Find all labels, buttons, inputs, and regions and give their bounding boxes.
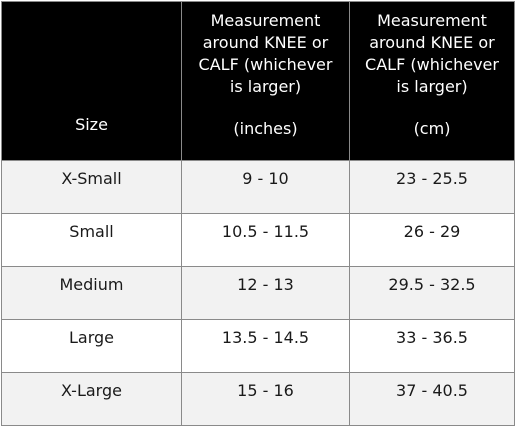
inches-column-header: Measurement around KNEE or CALF (whichev… <box>181 1 350 161</box>
inches-header-line: is larger) <box>229 77 302 96</box>
inches-cell: 9 - 10 <box>181 160 350 214</box>
inches-cell: 12 - 13 <box>181 266 350 320</box>
cm-column-header: Measurement around KNEE or CALF (whichev… <box>349 1 515 161</box>
table-row: X-Small 9 - 10 23 - 25.5 <box>1 160 515 214</box>
inches-unit-label: (inches) <box>233 119 298 138</box>
inches-header-line: around KNEE or <box>202 33 329 52</box>
inches-cell: 10.5 - 11.5 <box>181 213 350 267</box>
table-body: X-Small 9 - 10 23 - 25.5 Small 10.5 - 11… <box>1 160 515 426</box>
size-cell: Medium <box>1 266 182 320</box>
cm-header-line: is larger) <box>396 77 468 96</box>
cm-unit-label: (cm) <box>413 119 451 138</box>
cm-cell: 37 - 40.5 <box>349 372 515 426</box>
cm-cell: 29.5 - 32.5 <box>349 266 515 320</box>
table-row: Large 13.5 - 14.5 33 - 36.5 <box>1 319 515 373</box>
cm-header-line: CALF (whichever <box>365 55 499 74</box>
inches-cell: 13.5 - 14.5 <box>181 319 350 373</box>
inches-cell: 15 - 16 <box>181 372 350 426</box>
size-cell: X-Large <box>1 372 182 426</box>
cm-cell: 33 - 36.5 <box>349 319 515 373</box>
table-row: Medium 12 - 13 29.5 - 32.5 <box>1 266 515 320</box>
size-cell: Small <box>1 213 182 267</box>
table-header: Size Measurement around KNEE or CALF (wh… <box>1 1 515 161</box>
size-cell: Large <box>1 319 182 373</box>
header-row: Size Measurement around KNEE or CALF (wh… <box>1 1 515 161</box>
inches-header-line: Measurement <box>210 11 321 30</box>
size-column-header: Size <box>1 1 182 161</box>
table-row: X-Large 15 - 16 37 - 40.5 <box>1 372 515 426</box>
inches-header-line: CALF (whichever <box>198 55 333 74</box>
cm-header-line: Measurement <box>377 11 487 30</box>
cm-cell: 26 - 29 <box>349 213 515 267</box>
cm-header-line: around KNEE or <box>369 33 495 52</box>
table-row: Small 10.5 - 11.5 26 - 29 <box>1 213 515 267</box>
cm-cell: 23 - 25.5 <box>349 160 515 214</box>
size-cell: X-Small <box>1 160 182 214</box>
